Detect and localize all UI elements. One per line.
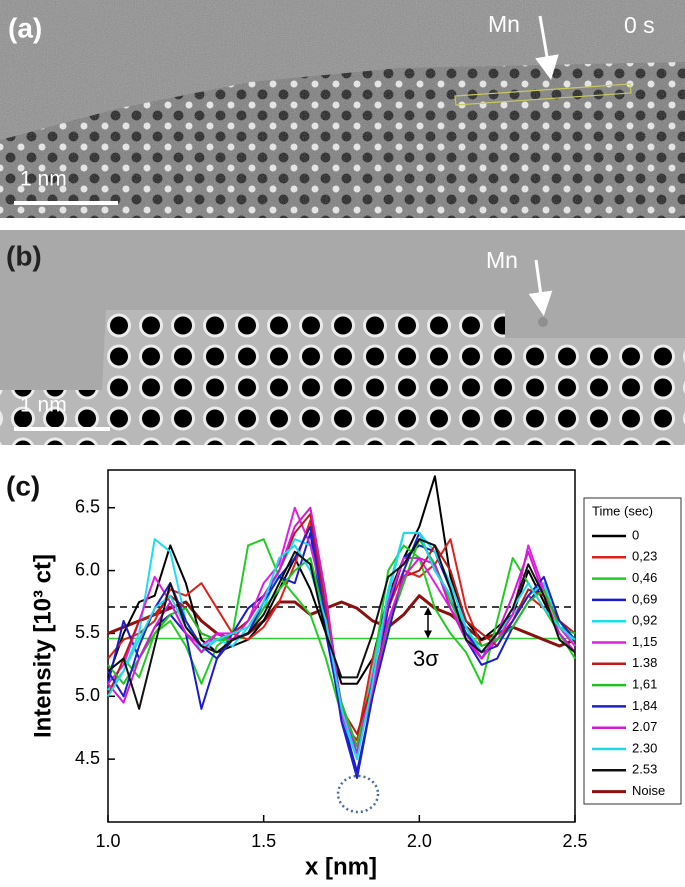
legend-label: 2.30 xyxy=(632,740,657,755)
x-tick-label: 2.0 xyxy=(407,831,432,851)
legend-label: 2.53 xyxy=(632,762,657,777)
series-line xyxy=(107,531,576,773)
x-tick-label: 1.0 xyxy=(95,831,120,851)
panel-b: (b) Mn 1 nm xyxy=(0,230,685,445)
mn-label: Mn xyxy=(486,247,518,273)
y-tick-label: 5.5 xyxy=(75,622,100,642)
highlight-circle xyxy=(336,774,380,814)
plot-frame xyxy=(107,469,576,823)
legend-label: 1.38 xyxy=(632,655,657,670)
y-tick-label: 4.5 xyxy=(75,748,100,768)
panel-label: (b) xyxy=(6,240,42,271)
line-chart: (c) x [nm] Intensity [10³ ct] 3σ Time (s… xyxy=(6,469,682,880)
legend-label: 0,92 xyxy=(632,613,657,628)
legend-label: 1,15 xyxy=(632,634,657,649)
mn-atom xyxy=(538,317,548,327)
legend-label: 1,84 xyxy=(632,698,657,713)
panel-label: (c) xyxy=(6,470,40,501)
annotation: 3σ xyxy=(413,646,439,671)
noise-a xyxy=(0,0,685,218)
legend-label: 0,69 xyxy=(632,591,657,606)
legend-label: 0 xyxy=(632,527,639,542)
panel-label: (a) xyxy=(8,12,42,43)
legend-label: 0,46 xyxy=(632,570,657,585)
mn-label: Mn xyxy=(488,11,520,37)
legend-label: 2.07 xyxy=(632,719,657,734)
x-axis-label: x [nm] xyxy=(305,853,377,880)
legend-label: Noise xyxy=(632,783,665,798)
arrow xyxy=(528,259,553,316)
legend-label: 1,61 xyxy=(632,677,657,692)
y-tick-label: 5.0 xyxy=(75,685,100,705)
legend-label: 0,23 xyxy=(632,549,657,564)
profile-box xyxy=(454,83,632,106)
panel-a: (a) Mn 0 s 1 nm xyxy=(0,0,685,218)
legend-box xyxy=(583,497,682,805)
series-line xyxy=(107,525,576,779)
y-axis-label: Intensity [10³ ct] xyxy=(29,554,56,738)
legend-title: Time (sec) xyxy=(592,503,653,518)
scale-label: 1 nm xyxy=(20,394,67,417)
series-line xyxy=(107,538,576,710)
y-tick-label: 6.0 xyxy=(75,559,100,579)
series-line xyxy=(107,475,576,685)
time-label: 0 s xyxy=(624,12,655,38)
x-tick-label: 1.5 xyxy=(251,831,276,851)
y-tick-label: 6.5 xyxy=(75,496,100,516)
arrow xyxy=(535,15,559,80)
scale-label: 1 nm xyxy=(20,168,67,191)
x-tick-label: 2.5 xyxy=(562,831,587,851)
